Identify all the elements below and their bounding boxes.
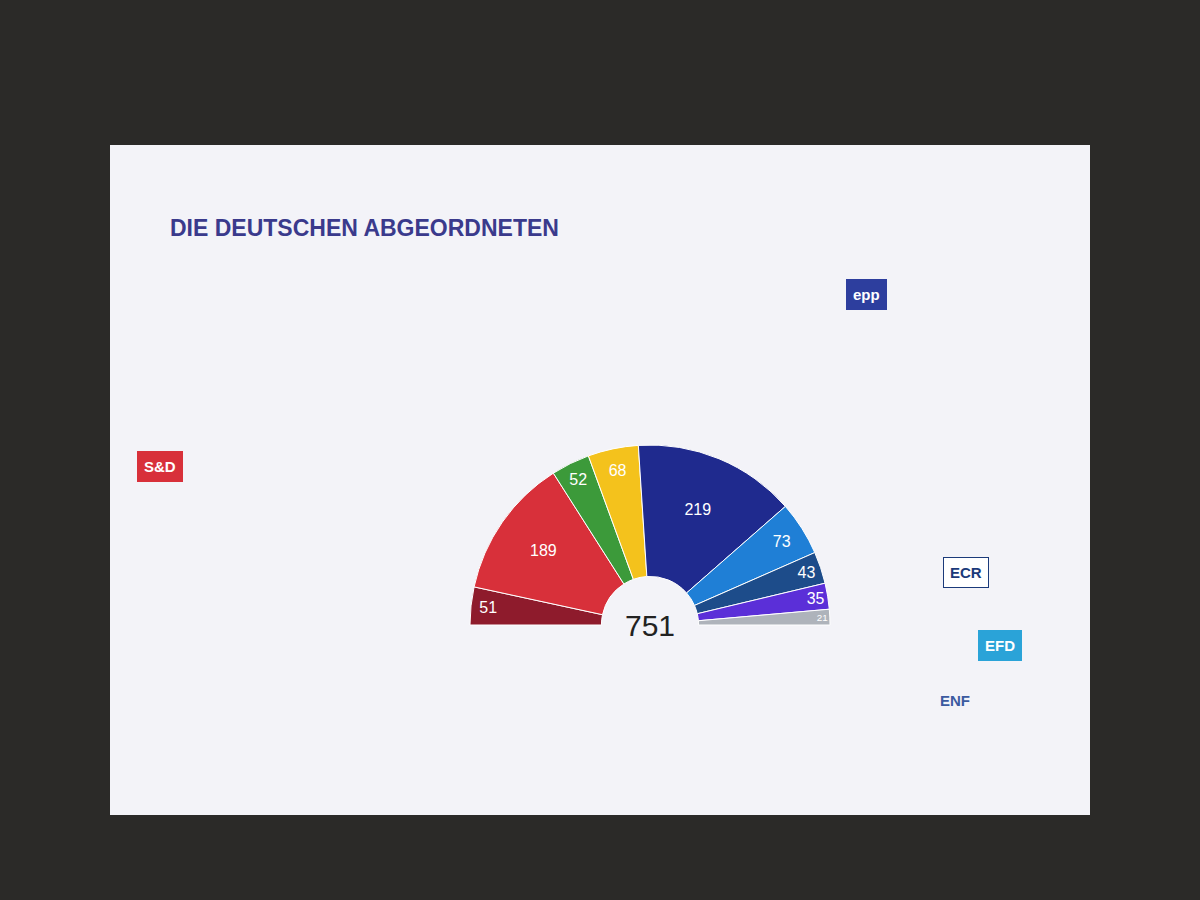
svg-text:epp: epp [853,286,880,303]
svg-text:51: 51 [479,599,497,616]
svg-text:DIE DEUTSCHEN ABGEORDNETEN: DIE DEUTSCHEN ABGEORDNETEN [170,215,559,241]
svg-text:EFD: EFD [985,637,1015,654]
svg-text:35: 35 [807,590,825,607]
svg-text:43: 43 [798,564,816,581]
svg-text:189: 189 [530,542,557,559]
svg-text:73: 73 [773,533,791,550]
svg-text:219: 219 [684,501,711,518]
svg-text:52: 52 [569,471,587,488]
svg-text:68: 68 [609,462,627,479]
svg-text:751: 751 [625,609,675,642]
svg-text:ECR: ECR [950,564,982,581]
svg-text:ENF: ENF [940,692,970,709]
svg-text:21: 21 [817,612,828,623]
svg-text:S&D: S&D [144,458,176,475]
